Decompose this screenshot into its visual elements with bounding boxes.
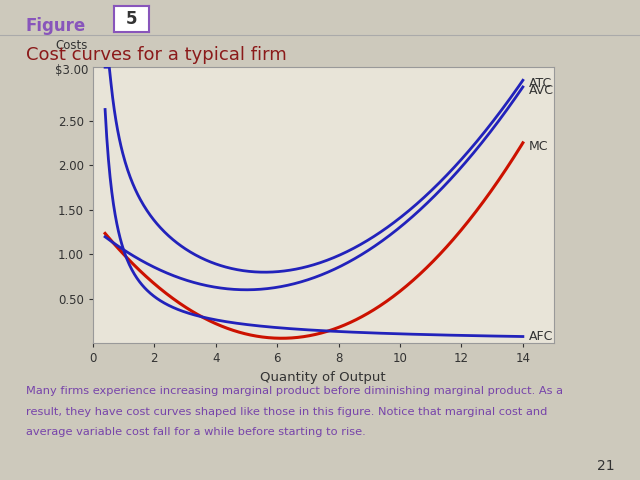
Text: 5: 5 bbox=[126, 10, 137, 28]
Text: ATC: ATC bbox=[529, 77, 552, 90]
Text: AVC: AVC bbox=[529, 84, 554, 97]
Text: 21: 21 bbox=[596, 459, 614, 473]
Text: average variable cost fall for a while before starting to rise.: average variable cost fall for a while b… bbox=[26, 427, 365, 437]
Text: Many firms experience increasing marginal product before diminishing marginal pr: Many firms experience increasing margina… bbox=[26, 386, 563, 396]
Text: MC: MC bbox=[529, 140, 548, 154]
X-axis label: Quantity of Output: Quantity of Output bbox=[260, 371, 386, 384]
Text: Costs: Costs bbox=[56, 39, 88, 52]
Text: $3.00: $3.00 bbox=[55, 64, 88, 77]
Text: result, they have cost curves shaped like those in this figure. Notice that marg: result, they have cost curves shaped lik… bbox=[26, 407, 547, 417]
Text: Figure: Figure bbox=[26, 17, 86, 35]
Text: Cost curves for a typical firm: Cost curves for a typical firm bbox=[26, 46, 286, 63]
Text: AFC: AFC bbox=[529, 330, 554, 343]
